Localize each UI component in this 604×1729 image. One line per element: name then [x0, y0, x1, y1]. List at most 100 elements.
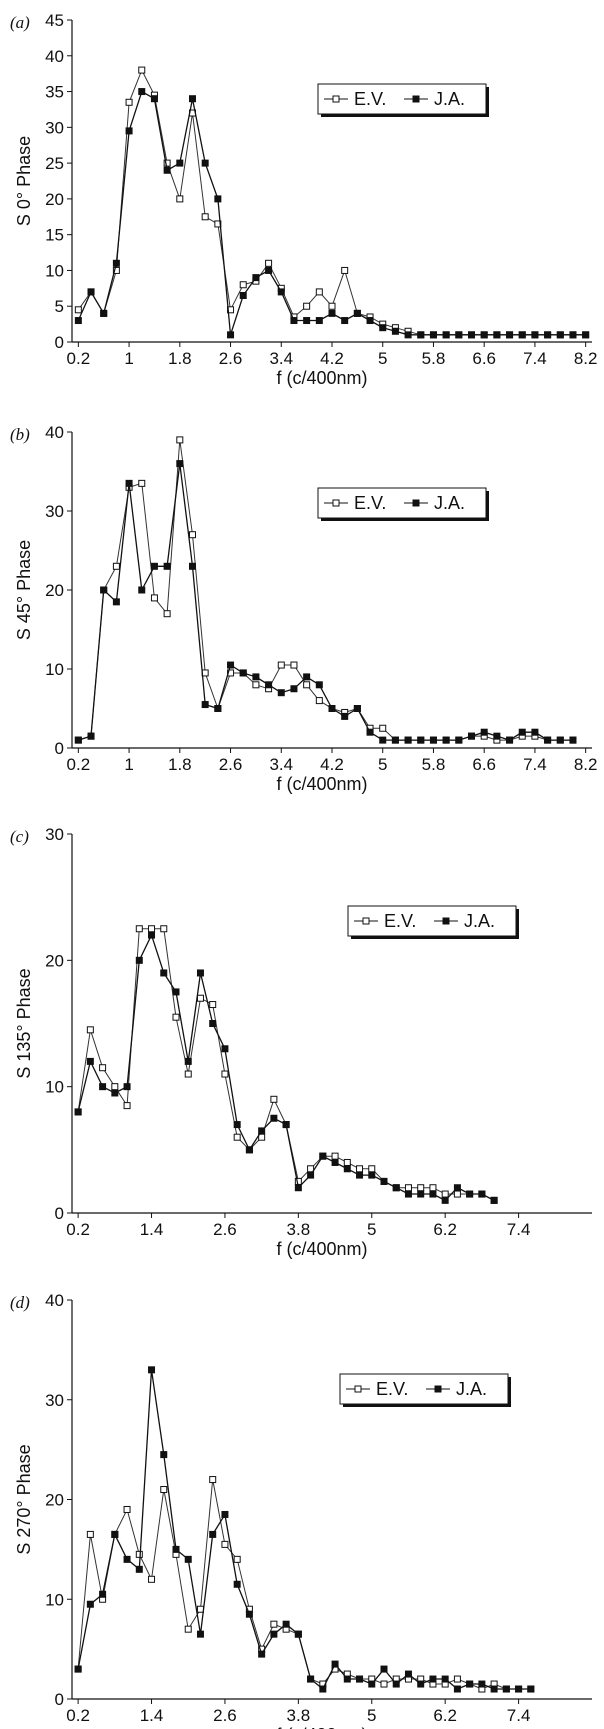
- x-tick-label: 5: [367, 1220, 376, 1239]
- data-point: [112, 266, 120, 274]
- data-point: [506, 331, 514, 339]
- y-axis-label: S 0° Phase: [14, 136, 34, 226]
- data-point: [111, 1530, 119, 1538]
- y-axis-label: S 270° Phase: [14, 1444, 34, 1554]
- data-point: [100, 309, 108, 317]
- chart-panel-4: (d) 0 10 20 30 40 0.2 1.4 2.6 3.8 5 6.2 7.4 f (c/400n…: [10, 1291, 592, 1729]
- x-tick-label: 2.6: [219, 755, 243, 774]
- data-point: [343, 1158, 351, 1166]
- legend-entry: E.V.: [384, 911, 416, 931]
- data-point: [184, 1070, 192, 1078]
- chart-panel-1: (a) 0 5 10 15 20 25 30 35 40 45 0.2 1 1.8 2.6 3.4 4.2 5 5.…: [10, 11, 597, 388]
- x-tick-label: 1.8: [168, 349, 192, 368]
- y-tick-label: 0: [55, 333, 64, 352]
- data-point: [270, 1114, 278, 1122]
- data-point: [201, 701, 209, 709]
- legend-marker: [434, 1385, 442, 1393]
- data-point: [379, 736, 387, 744]
- data-point: [233, 1555, 241, 1563]
- data-point: [86, 1530, 94, 1538]
- data-point: [163, 159, 171, 167]
- x-tick-label: 0.2: [66, 1220, 90, 1239]
- data-point: [453, 1675, 461, 1683]
- y-tick-label: 15: [45, 226, 64, 245]
- data-point: [196, 1630, 204, 1638]
- data-point: [343, 1165, 351, 1173]
- data-point: [221, 1540, 229, 1548]
- data-point: [239, 669, 247, 677]
- y-tick-label: 45: [45, 11, 64, 30]
- y-tick-label: 25: [45, 154, 64, 173]
- x-axis-label: f (c/400nm): [276, 368, 367, 388]
- data-point: [319, 1152, 327, 1160]
- data-point: [125, 98, 133, 106]
- data-point: [239, 281, 247, 289]
- data-point: [277, 288, 285, 296]
- data-point: [176, 159, 184, 167]
- data-point: [184, 1625, 192, 1633]
- data-point: [480, 728, 488, 736]
- data-point: [380, 1177, 388, 1185]
- data-point: [429, 736, 437, 744]
- data-point: [307, 1171, 315, 1179]
- x-tick-label: 5.8: [422, 349, 446, 368]
- data-point: [245, 1146, 253, 1154]
- data-point: [252, 681, 260, 689]
- x-tick-label: 0.2: [67, 755, 91, 774]
- data-point: [214, 195, 222, 203]
- data-point: [233, 1580, 241, 1588]
- data-point: [112, 259, 120, 267]
- data-point: [123, 1083, 131, 1091]
- data-point: [429, 1675, 437, 1683]
- data-point: [233, 1133, 241, 1141]
- data-point: [270, 1620, 278, 1628]
- x-tick-label: 8.2: [574, 349, 598, 368]
- data-point: [148, 1575, 156, 1583]
- data-point: [99, 1590, 107, 1598]
- series-ja: [74, 1366, 535, 1693]
- data-point: [86, 1057, 94, 1065]
- data-point: [466, 1680, 474, 1688]
- data-point: [303, 302, 311, 310]
- data-point: [150, 594, 158, 602]
- data-point: [87, 288, 95, 296]
- data-point: [196, 994, 204, 1002]
- series-line: [77, 933, 495, 1202]
- y-tick-label: 0: [55, 1690, 64, 1709]
- data-point: [404, 736, 412, 744]
- data-point: [307, 1675, 315, 1683]
- data-point: [453, 1190, 461, 1198]
- data-point: [188, 531, 196, 539]
- x-tick-label: 7.4: [507, 1706, 531, 1725]
- data-point: [441, 1190, 449, 1198]
- data-point: [569, 736, 577, 744]
- x-tick-label: 6.2: [433, 1706, 457, 1725]
- y-axis-label: S 45° Phase: [14, 540, 34, 640]
- data-point: [518, 331, 526, 339]
- series-ja: [74, 931, 498, 1204]
- data-point: [453, 1685, 461, 1693]
- data-point: [341, 266, 349, 274]
- y-axis-label: S 135° Phase: [14, 968, 34, 1078]
- data-point: [176, 195, 184, 203]
- data-point: [209, 1530, 217, 1538]
- data-point: [331, 1158, 339, 1166]
- data-point: [188, 562, 196, 570]
- data-point: [196, 1605, 204, 1613]
- legend-marker: [354, 1385, 362, 1393]
- data-point: [392, 1680, 400, 1688]
- data-point: [221, 1510, 229, 1518]
- data-point: [404, 331, 412, 339]
- data-point: [442, 331, 450, 339]
- data-point: [379, 324, 387, 332]
- legend-marker: [412, 499, 420, 507]
- x-tick-label: 7.4: [507, 1220, 531, 1239]
- data-point: [391, 736, 399, 744]
- y-tick-label: 10: [45, 261, 64, 280]
- data-point: [429, 1184, 437, 1192]
- data-point: [277, 689, 285, 697]
- data-point: [527, 1685, 535, 1693]
- data-point: [188, 95, 196, 103]
- y-tick-label: 35: [45, 83, 64, 102]
